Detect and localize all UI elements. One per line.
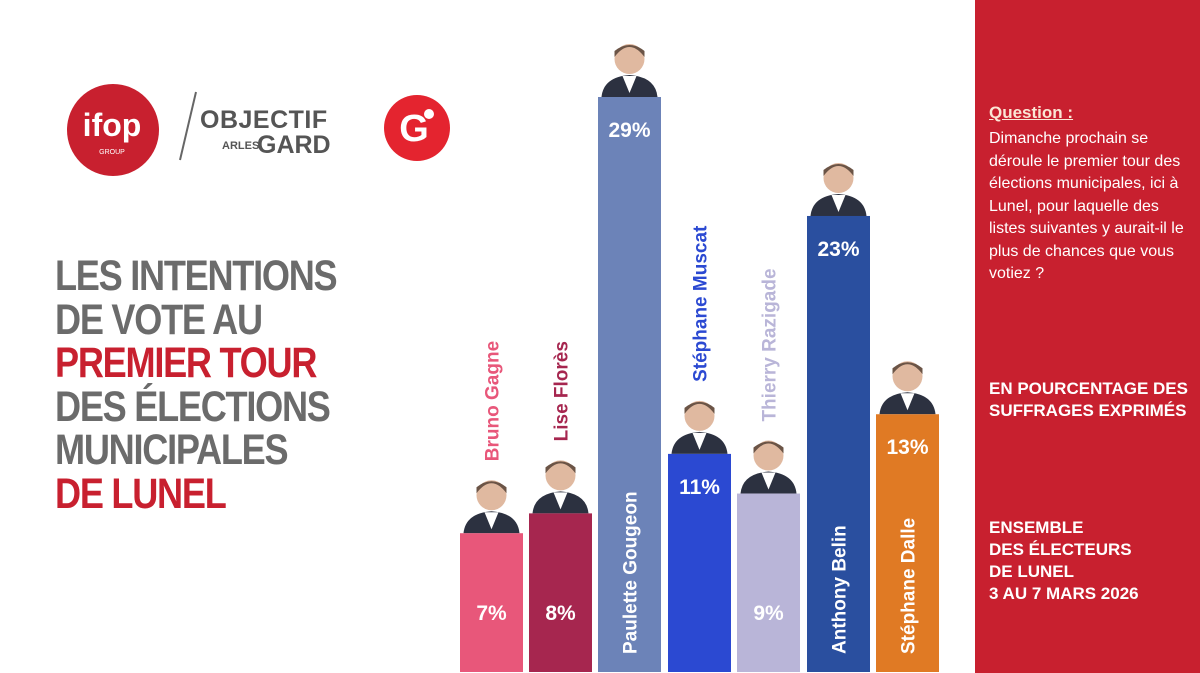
value-label-stephane-dalle: 13%	[886, 436, 928, 459]
og-objectif: OBJECTIF	[200, 106, 328, 134]
question-text: Dimanche prochain se déroule le premier …	[989, 130, 1184, 282]
bar-stephane-dalle	[876, 414, 939, 672]
title-line-2: DE VOTE AU	[55, 295, 263, 344]
title-line-1: LES INTENTIONS	[55, 252, 338, 300]
value-label-lise-flores: 8%	[545, 602, 576, 625]
title-line-4: DES ÉLECTIONS	[55, 382, 331, 431]
bar-anthony-belin	[807, 215, 870, 672]
candidate-portrait-icon	[740, 440, 797, 494]
bar-stephane-muscat	[668, 453, 731, 672]
candidate-name-stephane-dalle: Stéphane Dalle	[899, 518, 920, 654]
sample-note: ENSEMBLE DES ÉLECTEURS DE LUNEL 3 AU 7 M…	[989, 517, 1189, 605]
candidate-name-anthony-belin: Anthony Belin	[830, 525, 851, 654]
sample-line-3: DE LUNEL	[989, 562, 1074, 581]
candidate-name-paulette-gougeon: Paulette Gougeon	[621, 491, 642, 654]
candidate-name-thierry-razigade: Thierry Razigade	[760, 268, 781, 421]
sample-line-4: 3 AU 7 MARS 2026	[989, 584, 1139, 603]
candidate-portrait-icon	[879, 361, 936, 415]
divider-slash	[179, 91, 197, 161]
candidate-name-bruno-gagne: Bruno Gagne	[483, 341, 504, 461]
value-label-anthony-belin: 23%	[817, 238, 859, 261]
ifop-logo-text: ifop	[83, 107, 142, 143]
title-line-3: PREMIER TOUR	[55, 339, 317, 387]
candidate-portrait-icon	[671, 400, 728, 454]
title-line-5: MUNICIPALES	[55, 426, 289, 474]
value-label-bruno-gagne: 7%	[476, 602, 507, 625]
candidate-name-stephane-muscat: Stéphane Muscat	[691, 225, 712, 382]
sample-line-1: ENSEMBLE	[989, 518, 1084, 537]
measurement-note: EN POURCENTAGE DES SUFFRAGES EXPRIMÉS	[989, 379, 1188, 420]
bar-lise-flores	[529, 513, 592, 672]
og-arles: ARLES	[222, 140, 260, 152]
candidate-portrait-icon	[463, 480, 520, 534]
candidate-portrait-icon	[601, 44, 658, 97]
candidate-portrait-icon	[810, 162, 867, 216]
vote-bar-chart: 7% Bruno Gagne 8% Lise Florès 29% Paulette Go…	[460, 44, 939, 672]
ifop-logo-sub: GROUP	[99, 149, 125, 156]
g-logo-letter: G	[399, 108, 429, 150]
value-label-stephane-muscat: 11%	[679, 476, 720, 499]
title-line-6: DE LUNEL	[55, 469, 227, 518]
og-gard: GARD	[257, 131, 331, 159]
ifop-logo: ifop GROUP	[67, 84, 159, 176]
question-title: Question :	[989, 103, 1074, 122]
chart-title: LES INTENTIONS DE VOTE AU PREMIER TOUR D…	[55, 252, 357, 518]
bar-paulette-gougeon	[598, 97, 661, 672]
question-panel: Question : Dimanche prochain se déroule …	[975, 0, 1200, 673]
candidate-name-lise-flores: Lise Florès	[552, 341, 573, 441]
g-logo-icon: G	[384, 95, 450, 161]
bar-thierry-razigade	[737, 493, 800, 672]
bar-bruno-gagne	[460, 533, 523, 672]
value-label-paulette-gougeon: 29%	[608, 119, 650, 142]
value-label-thierry-razigade: 9%	[753, 602, 784, 625]
sample-line-2: DES ÉLECTEURS	[989, 540, 1132, 559]
candidate-portrait-icon	[532, 460, 589, 514]
